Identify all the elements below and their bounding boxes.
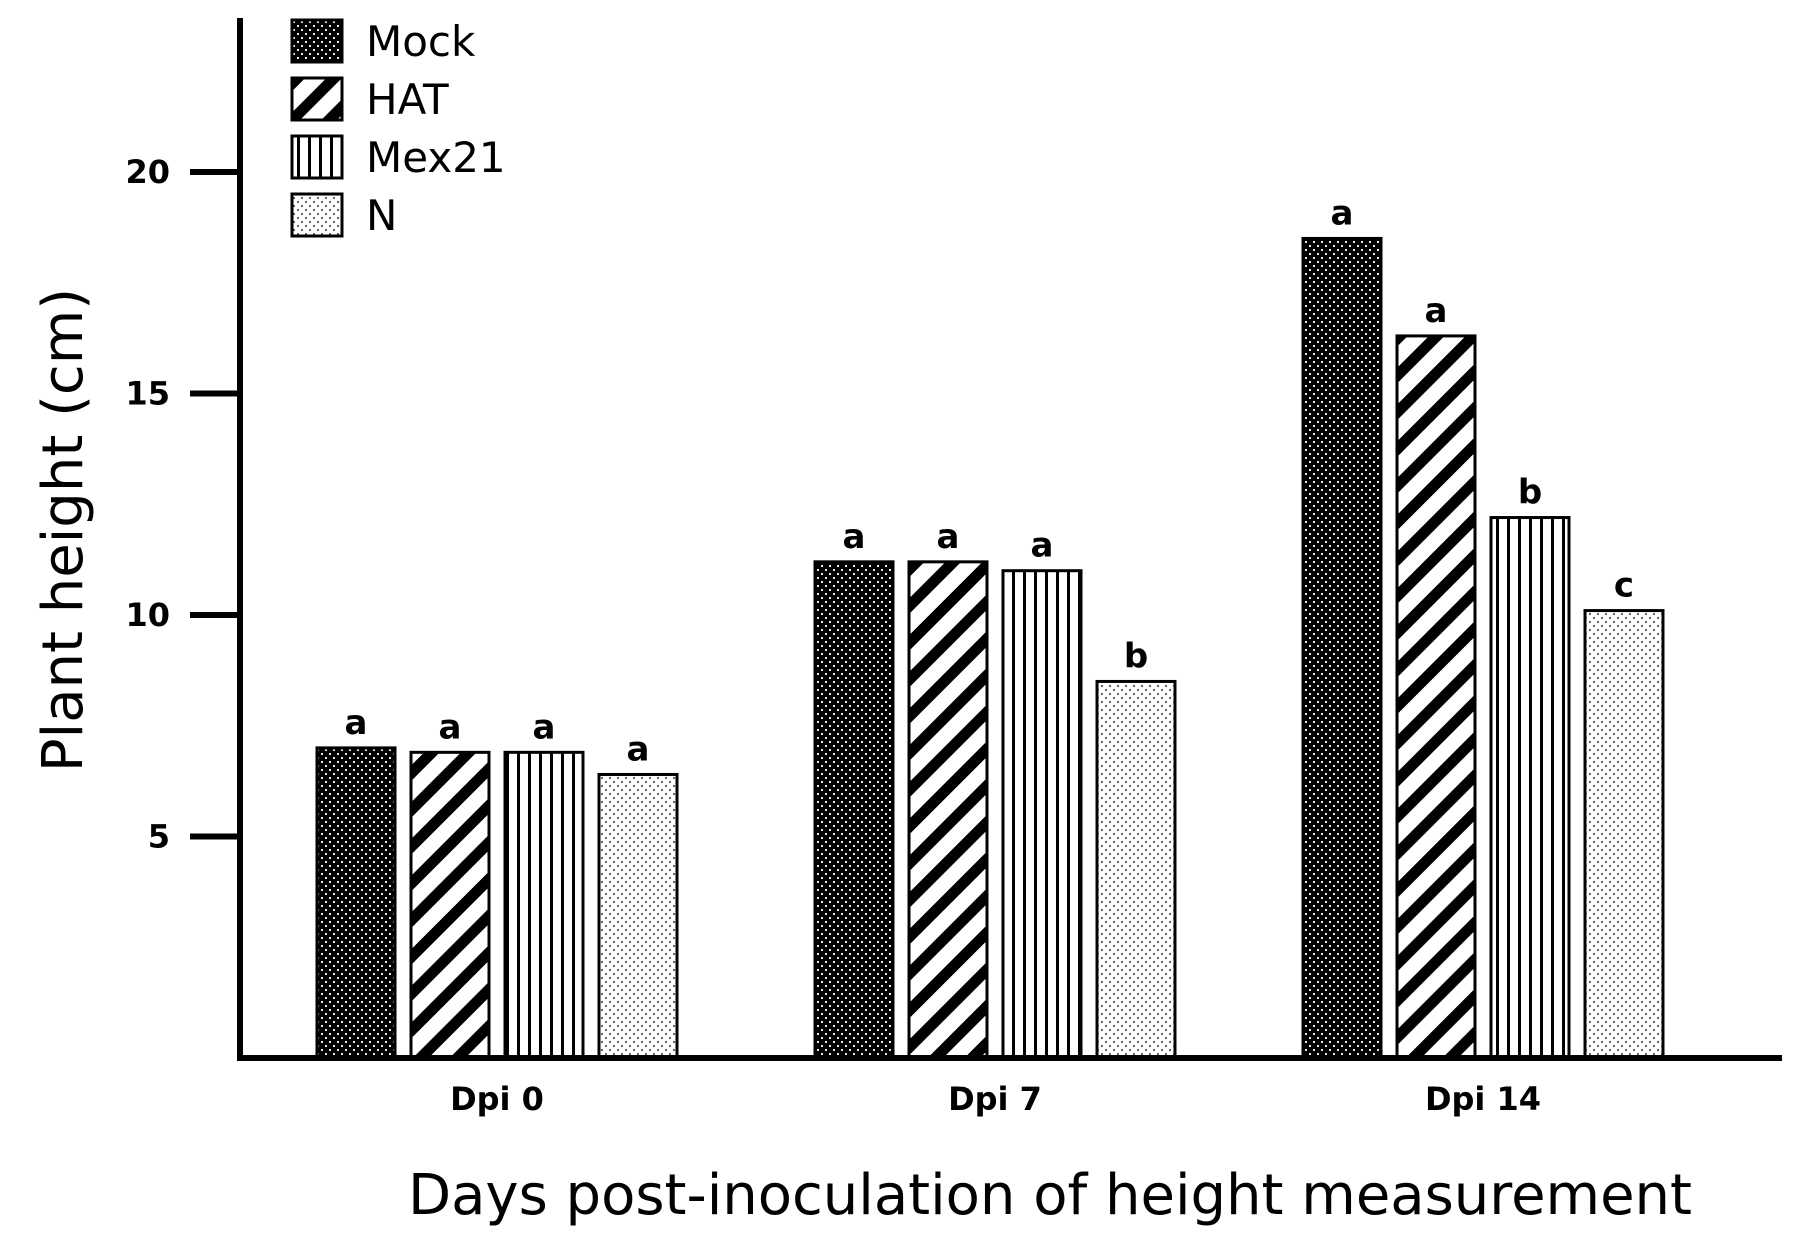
significance-label: a — [1331, 193, 1354, 233]
x-tick-label: Dpi 0 — [450, 1080, 544, 1118]
bars-layer — [315, 236, 1665, 1060]
significance-label: b — [1518, 473, 1542, 513]
legend-label: N — [366, 191, 397, 240]
significance-label: a — [1425, 291, 1448, 331]
significance-label: a — [1031, 526, 1054, 566]
x-tick-label: Dpi 7 — [948, 1080, 1042, 1118]
legend-label: Mex21 — [366, 133, 506, 182]
bar-hat-dpi-0 — [409, 750, 491, 1060]
bar-n-dpi-0 — [597, 772, 679, 1060]
bar-hat-dpi-14 — [1395, 334, 1477, 1060]
bar-n-dpi-7 — [1095, 679, 1177, 1060]
bar-mex21-dpi-14 — [1489, 516, 1571, 1060]
bar-mex21-dpi-7 — [1001, 569, 1083, 1060]
x-axis-title: Days post-inoculation of height measurem… — [408, 1163, 1692, 1228]
significance-label: c — [1614, 566, 1634, 606]
legend-label: HAT — [366, 75, 449, 124]
y-tick-label: 5 — [148, 818, 170, 856]
y-axis-title: Plant height (cm) — [31, 288, 96, 772]
significance-label: a — [627, 729, 650, 769]
legend-swatch-hat — [290, 76, 344, 122]
bar-mex21-dpi-0 — [503, 750, 585, 1060]
legend: Mock HAT Mex21 N — [290, 17, 506, 240]
x-tick-label: Dpi 14 — [1425, 1080, 1541, 1118]
legend-swatch-mex21 — [290, 134, 344, 180]
legend-label: Mock — [366, 17, 476, 66]
bar-hat-dpi-7 — [907, 560, 989, 1060]
y-tick-label: 20 — [125, 153, 170, 191]
bar-mock-dpi-7 — [813, 560, 895, 1060]
significance-label: a — [843, 517, 866, 557]
significance-label: a — [345, 703, 368, 743]
y-tick-label: 10 — [125, 596, 170, 634]
significance-labels: a a a a a a a b a a b c — [345, 193, 1635, 769]
significance-label: b — [1124, 636, 1148, 676]
legend-swatch-mock — [290, 18, 344, 64]
x-axis-labels: Dpi 0 Dpi 7 Dpi 14 — [450, 1080, 1541, 1118]
significance-label: a — [439, 707, 462, 747]
bar-n-dpi-14 — [1583, 609, 1665, 1060]
legend-swatch-n — [290, 192, 344, 238]
bar-mock-dpi-14 — [1301, 236, 1383, 1060]
significance-label: a — [937, 517, 960, 557]
y-tick-label: 15 — [125, 375, 170, 413]
bar-mock-dpi-0 — [315, 746, 397, 1060]
y-axis-ticks: 5 10 15 20 — [125, 153, 240, 856]
significance-label: a — [533, 707, 556, 747]
